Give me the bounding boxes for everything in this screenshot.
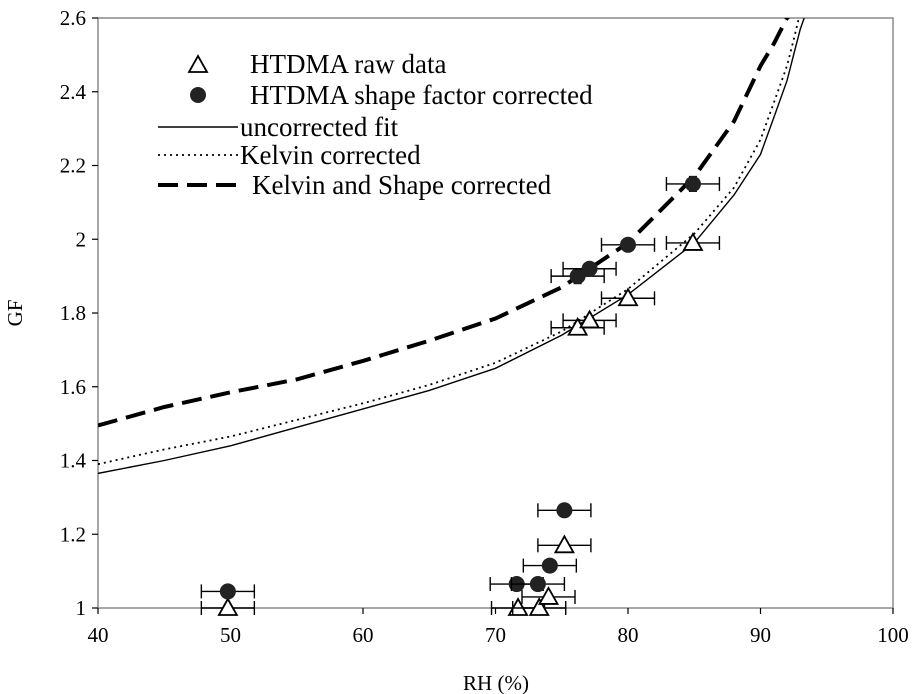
x-tick-label: 60: [353, 623, 374, 647]
data-point: [200, 583, 256, 600]
data-point: [537, 534, 592, 554]
data-point: [665, 232, 721, 251]
y-tick-label: 2: [76, 227, 87, 251]
triangle-marker: [553, 534, 575, 554]
x-tick-label: 100: [877, 623, 909, 647]
data-point: [600, 236, 656, 253]
y-tick-label: 1.4: [60, 449, 87, 473]
y-tick-label: 2.4: [60, 80, 87, 104]
circle-marker: [219, 583, 236, 600]
x-axis-label: RH (%): [463, 671, 529, 694]
circle-marker: [581, 260, 598, 277]
data-point: [562, 260, 617, 277]
legend-label-raw: HTDMA raw data: [250, 49, 446, 79]
triangle-marker: [537, 586, 560, 605]
triangle-marker: [682, 232, 704, 251]
circle-marker: [541, 557, 558, 574]
y-axis-label: GF: [3, 300, 27, 327]
triangle-marker: [528, 597, 550, 616]
y-tick-label: 2.2: [60, 154, 86, 178]
x-tick-label: 80: [618, 623, 639, 647]
x-tick-label: 50: [220, 623, 241, 647]
x-tick-label: 40: [88, 623, 109, 647]
legend-item-shape: HTDMA shape factor corrected: [190, 80, 593, 110]
circle-marker: [684, 175, 701, 192]
triangle-marker: [617, 287, 639, 307]
circle-marker: [569, 268, 586, 285]
legend-triangle-marker: [187, 54, 209, 73]
legend: HTDMA raw data HTDMA shape factor correc…: [158, 49, 593, 200]
legend-label-kelvin-shape: Kelvin and Shape corrected: [252, 170, 552, 200]
data-point: [537, 502, 592, 519]
data-point: [200, 597, 256, 616]
y-tick-label: 1.6: [60, 375, 86, 399]
data-point: [522, 557, 578, 574]
y-tick-label: 1.8: [60, 301, 86, 325]
data-point: [665, 175, 721, 193]
y-tick-label: 2.6: [60, 6, 86, 30]
y-tick-label: 1.2: [60, 522, 86, 546]
x-tick-label: 90: [750, 623, 771, 647]
legend-circle-marker: [190, 87, 206, 103]
x-tick-label: 70: [485, 623, 506, 647]
legend-label-shape: HTDMA shape factor corrected: [250, 80, 593, 110]
data-point: [600, 287, 656, 307]
legend-item-uncorrected: uncorrected fit: [158, 112, 399, 142]
data-point: [510, 576, 566, 593]
circle-marker: [620, 236, 636, 253]
legend-item-kelvin: Kelvin corrected: [158, 140, 421, 170]
series-points: [200, 175, 721, 616]
y-tick-label: 1: [76, 596, 87, 620]
data-point: [562, 309, 617, 329]
series-line-dotted: [98, 18, 800, 466]
legend-label-kelvin: Kelvin corrected: [240, 140, 421, 170]
data-point: [512, 597, 567, 616]
legend-label-uncorrected: uncorrected fit: [240, 112, 399, 142]
legend-item-raw: HTDMA raw data: [187, 49, 446, 79]
circle-marker: [529, 576, 546, 593]
triangle-marker: [217, 597, 239, 616]
data-point: [521, 586, 576, 605]
triangle-marker: [507, 597, 529, 616]
axes: 40 50 60 70 80 90 100 1 1.2 1.4 1.6 1.8 2 2.2 2.4 2.6: [60, 6, 909, 647]
legend-item-kelvin-shape: Kelvin and Shape corrected: [158, 170, 552, 200]
series-line-dashed: [98, 18, 790, 428]
circle-marker: [556, 502, 573, 519]
triangle-marker: [579, 309, 601, 329]
